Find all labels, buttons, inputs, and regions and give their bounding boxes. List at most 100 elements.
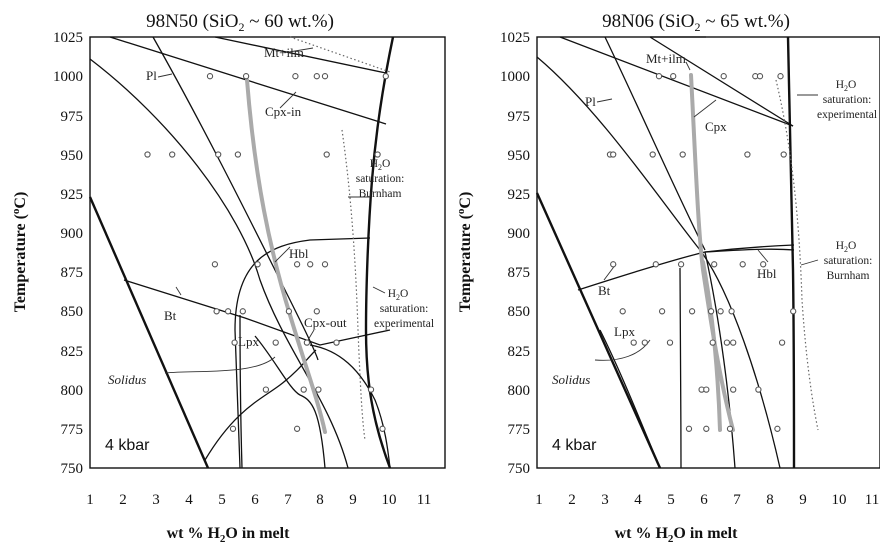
x-tick-label: 10 [832,492,847,508]
x-axis-label: wt % H2O in melt [167,525,290,545]
hbl-label: Hbl [757,266,777,281]
experiment-point [211,261,219,268]
experiment-point [756,73,764,80]
h2o-burnham-line-2: Burnham [827,270,870,282]
y-tick-label: 775 [61,422,84,438]
experiment-point [685,425,693,432]
h2o-burnham-leader [800,259,819,266]
pl-leader [596,98,613,103]
x-tick-label: 11 [417,492,431,508]
plot-frame [536,36,880,469]
experiment-point [730,386,737,393]
cpx-out-label: Cpx-out [304,315,347,330]
leader-lines [157,47,386,374]
experiment-point [655,73,663,80]
experiment-point [739,261,746,268]
experiment-point [641,339,648,346]
hbl-leader [274,246,291,263]
cpx-label: Cpx [705,119,727,134]
cpx-out-curve [309,344,391,469]
experiment-point [169,151,176,158]
experiment-point [666,339,674,346]
experiment-point [610,261,617,268]
y-tick-label: 900 [508,226,531,242]
solidus-line [88,196,210,469]
plot-frame [89,36,446,469]
bt-leader [175,286,182,296]
chart-title: 98N50 (SiO2 ~ 60 wt.%) [146,11,334,34]
lpx-label: Lpx [614,324,635,339]
experiment-point [720,73,727,80]
experiment-point [703,425,710,432]
phase-labels: Mt+ilm Pl Cpx H2O saturation: experiment… [552,51,877,454]
experiment-point [726,425,734,432]
experiment-point [619,308,626,315]
experiment-point [321,261,329,268]
mt-ilm-leader [288,47,314,53]
x-tick-label: 2 [119,492,127,508]
h2o-exp-line-2: experimental [374,318,434,330]
experiment-point [728,308,735,315]
experiment-point [313,73,320,80]
hbl-label: Hbl [289,246,309,261]
experiment-point [670,73,677,80]
x-tick-label: 8 [766,492,774,508]
x-tick-label: 6 [700,492,708,508]
y-tick-label: 1000 [53,69,83,85]
x-tick-label: 3 [601,492,609,508]
y-tick-label: 975 [508,109,531,125]
cpx-in-label: Cpx-in [265,104,302,119]
solidus-label: Solidus [552,372,590,387]
x-tick-label: 1 [86,492,94,508]
experiment-point [652,261,659,268]
experiment-point [755,386,762,393]
h2o-burnham-label: H2O [836,240,857,254]
mt-ilm-slope [649,36,794,127]
experiment-point [242,73,250,80]
hbl-lower [704,251,736,469]
experiment-point [717,308,724,315]
cpx-in-leader [279,91,297,109]
y-tick-label: 925 [61,187,84,203]
y-tick-label: 900 [61,226,84,242]
x-tick-label: 10 [382,492,397,508]
experiment-point [254,261,261,268]
cpx-leader [693,99,717,118]
cpx-in-steep-line [152,36,319,361]
mt-ilm-leader [685,61,691,71]
h2o-exp-label: H2O [388,288,409,302]
experiment-point [229,425,237,432]
x-tick-label: 4 [634,492,642,508]
experiment-point [234,151,242,158]
experiment-points [144,73,389,432]
x-tick-label: 9 [349,492,357,508]
x-tick-label: 4 [185,492,193,508]
lpx-label: Lpx [238,334,259,349]
y-tick-label: 950 [508,148,531,164]
experiment-point [321,73,329,80]
x-tick-label: 7 [284,492,292,508]
x-tick-label: 9 [799,492,807,508]
experiment-point [300,386,307,393]
solidus-label: Solidus [108,372,146,387]
pl-leader [157,73,173,78]
y-tick-label: 975 [61,109,84,125]
experiment-point [703,386,710,393]
chart-title: 98N06 (SiO2 ~ 65 wt.%) [602,11,790,34]
bt-boundary [123,279,391,346]
x-tick-label: 5 [667,492,675,508]
x-tick-labels: 1 2 3 4 5 6 7 8 9 10 11 [86,492,431,508]
y-tick-label: 850 [61,304,84,320]
y-tick-label: 1025 [500,30,530,46]
experiment-point [630,339,637,346]
lpx-boundary [599,329,661,469]
y-tick-label: 1025 [53,30,83,46]
h2o-burnham-label: H2O [370,158,391,172]
pl-label: Pl [585,94,596,109]
experiment-point [658,308,666,315]
h2o-saturation-experimental-line [786,36,796,469]
solidus-line [535,192,662,469]
pl-boundary [89,58,349,469]
h2o-exp-label: H2O [836,79,857,93]
hbl-leader [757,249,769,263]
